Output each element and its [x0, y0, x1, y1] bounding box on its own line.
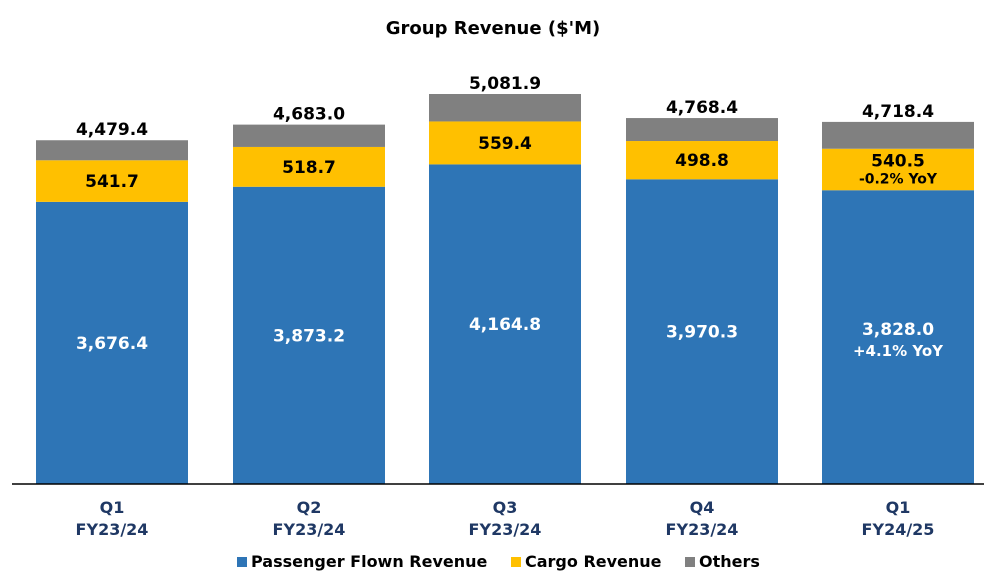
x-tick-label-quarter: Q1 — [100, 498, 125, 517]
bar-segment-cargo — [429, 121, 581, 165]
bar-segment-others — [429, 94, 581, 122]
bar-segment-passenger — [36, 201, 188, 484]
total-label: 4,718.4 — [862, 102, 934, 122]
data-label-cargo: 540.5 — [871, 151, 925, 171]
data-label-passenger: 3,676.4 — [76, 334, 148, 354]
data-label-cargo: 559.4 — [478, 134, 532, 154]
legend-label-cargo: Cargo Revenue — [525, 552, 662, 571]
bar-segment-passenger — [626, 179, 778, 484]
bar-segment-cargo — [36, 160, 188, 202]
bar-segment-cargo — [233, 146, 385, 187]
data-label-cargo: 518.7 — [282, 158, 336, 178]
bar-segment-others — [233, 124, 385, 147]
x-tick-label-fiscal-year: FY23/24 — [666, 520, 739, 539]
chart-title: Group Revenue ($'M) — [385, 18, 601, 39]
legend-label-others: Others — [699, 552, 760, 571]
bar-segment-passenger — [822, 190, 974, 485]
bar-segment-others — [36, 140, 188, 161]
data-label-passenger: 3,873.2 — [273, 326, 345, 346]
x-tick-label-quarter: Q3 — [493, 498, 518, 517]
data-label-passenger: 3,970.3 — [666, 323, 738, 343]
bar-segment-cargo — [626, 141, 778, 180]
data-label-cargo: 541.7 — [85, 172, 139, 192]
data-label-cargo: 498.8 — [675, 151, 729, 171]
annotation-cargo-yoy: -0.2% YoY — [859, 171, 938, 187]
total-label: 4,768.4 — [666, 98, 738, 118]
bar-segment-passenger — [233, 186, 385, 484]
total-label: 4,479.4 — [76, 120, 148, 140]
data-label-passenger: 3,828.0 — [862, 320, 934, 340]
total-label: 5,081.9 — [469, 74, 541, 94]
bar-segment-others — [822, 121, 974, 149]
x-tick-label-fiscal-year: FY24/25 — [862, 520, 935, 539]
x-tick-label-quarter: Q2 — [297, 498, 322, 517]
legend-swatch-passenger — [237, 557, 247, 567]
bar-segment-cargo — [822, 148, 974, 191]
x-tick-label-fiscal-year: FY23/24 — [76, 520, 149, 539]
total-label: 4,683.0 — [273, 105, 345, 125]
legend-swatch-cargo — [511, 557, 521, 567]
x-tick-label-quarter: Q4 — [690, 498, 715, 517]
annotation-passenger-yoy: +4.1% YoY — [853, 342, 944, 360]
legend-swatch-others — [685, 557, 695, 567]
bar-segment-passenger — [429, 164, 581, 484]
x-tick-label-fiscal-year: FY23/24 — [273, 520, 346, 539]
legend-label-passenger: Passenger Flown Revenue — [251, 552, 488, 571]
x-tick-label-quarter: Q1 — [886, 498, 911, 517]
data-label-passenger: 4,164.8 — [469, 315, 541, 335]
bar-segment-others — [626, 118, 778, 142]
x-tick-label-fiscal-year: FY23/24 — [469, 520, 542, 539]
